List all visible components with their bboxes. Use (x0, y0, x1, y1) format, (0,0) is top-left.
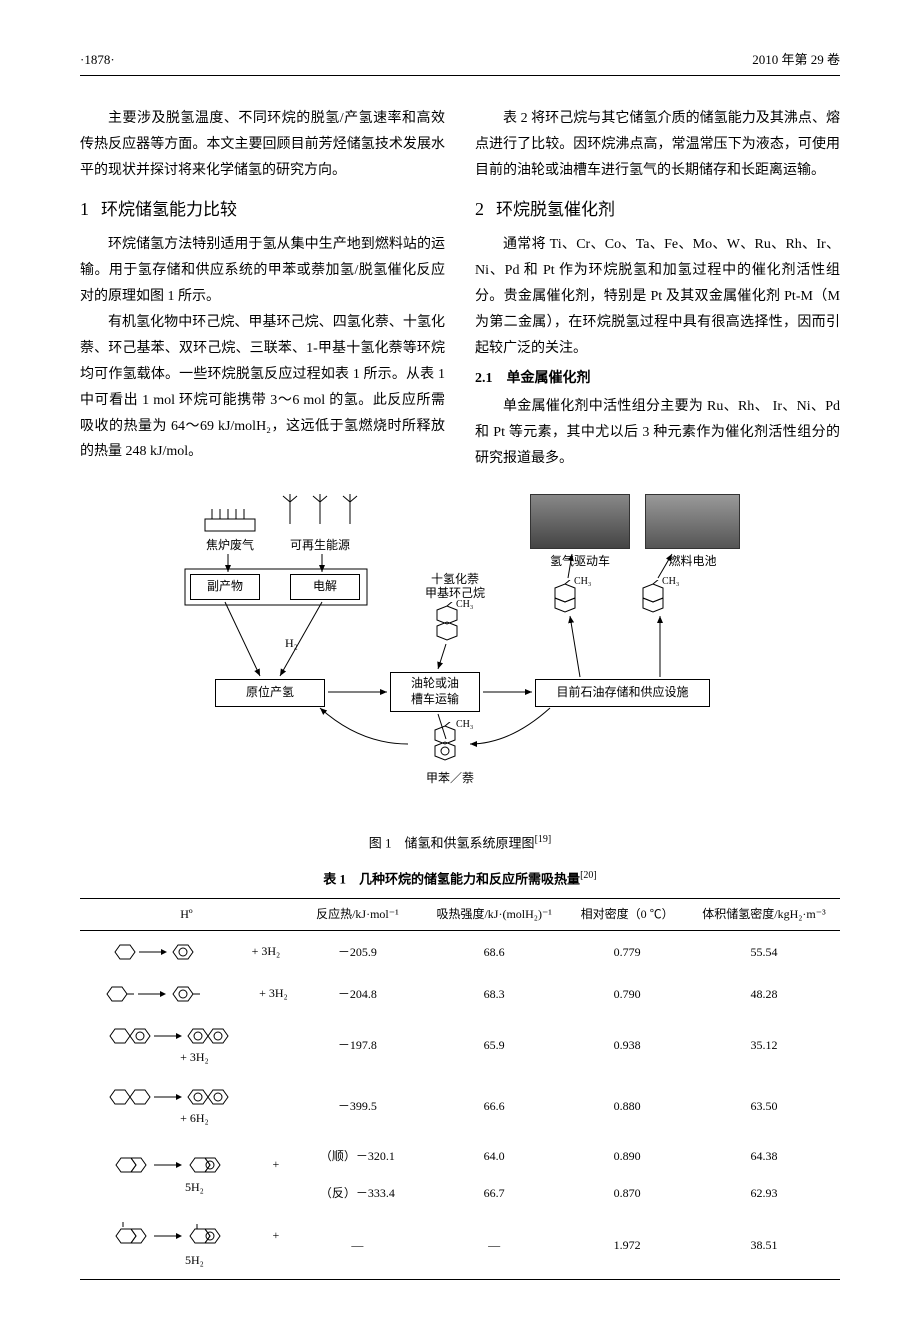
table-cell: 63.50 (688, 1076, 840, 1137)
reaction-cell: + 5H₂ (80, 1138, 293, 1212)
h2-products: + 3H₂ (259, 986, 288, 1000)
table-cell: 0.938 (566, 1015, 688, 1076)
figure-1: 焦炉废气 可再生能源 氢气驱动车 燃料电池 副产物 电解 十氢化萘 甲基环己烷 … (80, 494, 840, 854)
table-cell: 0.880 (566, 1076, 688, 1137)
table-col-1: 反应热/kJ·mol⁻¹ (293, 899, 422, 931)
subsection-2-1-number: 2.1 (475, 371, 493, 386)
figure-1-caption-text: 储氢和供氢系统原理图 (405, 835, 535, 850)
table-cell: 64.38 (688, 1138, 840, 1175)
table-col-4: 体积储氢密度/kgH₂·m⁻³ (688, 899, 840, 931)
table-row: + 3H₂ －205.9 68.6 0.779 55.54 (80, 931, 840, 974)
issue-info: 2010 年第 29 卷 (752, 50, 840, 71)
table-1-ref: [20] (580, 870, 597, 881)
table-row: + 3H₂ －197.8 65.9 0.938 35.12 (80, 1015, 840, 1076)
section-1-title: 1 环烷储氢能力比较 (80, 195, 445, 224)
table-col-2: 吸热强度/kJ·(molH₂)⁻¹ (422, 899, 566, 931)
section-1-text: 环烷储氢能力比较 (101, 200, 237, 219)
table-cell: （顺）－320.1 (293, 1138, 422, 1175)
page-number: ·1878· (80, 50, 115, 71)
table-cell: — (293, 1212, 422, 1280)
h2-products: + 3H₂ (180, 1050, 209, 1064)
reaction-cell: + 3H₂ (80, 931, 293, 974)
table-col-0: Hº (80, 899, 293, 931)
intro-paragraph-right: 表 2 将环己烷与其它储氢介质的储氢能力及其沸点、熔点进行了比较。因环烷沸点高，… (475, 106, 840, 184)
section-1-para-1: 环烷储氢方法特别适用于氢从集中生产地到燃料站的运输。用于氢存储和供应系统的甲苯或… (80, 232, 445, 310)
table-cell: －204.8 (293, 973, 422, 1015)
table-cell: －197.8 (293, 1015, 422, 1076)
table-cell: （反）－333.4 (293, 1175, 422, 1212)
table-cell: 38.51 (688, 1212, 840, 1280)
body-columns: 主要涉及脱氢温度、不同环烷的脱氢/产氢速率和高效传热反应器等方面。本文主要回顾目… (80, 106, 840, 472)
table-cell: 62.93 (688, 1175, 840, 1212)
figure-1-caption: 图 1 储氢和供氢系统原理图[19] (80, 832, 840, 854)
table-cell: 48.28 (688, 973, 840, 1015)
subsection-2-1-text: 单金属催化剂 (507, 371, 591, 386)
subsection-2-1-title: 2.1 单金属催化剂 (475, 368, 840, 390)
table-row: + 5H₂ （顺）－320.1 64.0 0.890 64.38 (80, 1138, 840, 1175)
h2-products: + 3H₂ (252, 944, 281, 958)
figure-1-prefix: 图 1 (369, 835, 392, 850)
table-1: Hº 反应热/kJ·mol⁻¹ 吸热强度/kJ·(molH₂)⁻¹ 相对密度（0… (80, 898, 840, 1280)
table-1-caption-text: 几种环烷的储氢能力和反应所需吸热量 (359, 871, 580, 886)
table-cell: — (422, 1212, 566, 1280)
figure-1-diagram: 焦炉废气 可再生能源 氢气驱动车 燃料电池 副产物 电解 十氢化萘 甲基环己烷 … (150, 494, 770, 824)
intro-paragraph-left: 主要涉及脱氢温度、不同环烷的脱氢/产氢速率和高效传热反应器等方面。本文主要回顾目… (80, 106, 445, 184)
table-1-caption: 表 1 几种环烷的储氢能力和反应所需吸热量[20] (80, 868, 840, 890)
section-2-title: 2 环烷脱氢催化剂 (475, 195, 840, 224)
table-cell: 0.890 (566, 1138, 688, 1175)
page-header: ·1878· 2010 年第 29 卷 (80, 50, 840, 76)
table-cell: 68.6 (422, 931, 566, 974)
table-cell: 65.9 (422, 1015, 566, 1076)
table-cell: 0.790 (566, 973, 688, 1015)
section-1-para-2: 有机氢化物中环己烷、甲基环己烷、四氢化萘、十氢化萘、环己基苯、双环己烷、三联苯、… (80, 310, 445, 465)
right-column: 表 2 将环己烷与其它储氢介质的储氢能力及其沸点、熔点进行了比较。因环烷沸点高，… (475, 106, 840, 472)
table-row: + 5H₂ — — 1.972 38.51 (80, 1212, 840, 1280)
table-row: + 6H₂ －399.5 66.6 0.880 63.50 (80, 1076, 840, 1137)
reaction-cell: + 3H₂ (80, 973, 293, 1015)
table-header-row: Hº 反应热/kJ·mol⁻¹ 吸热强度/kJ·(molH₂)⁻¹ 相对密度（0… (80, 899, 840, 931)
subsection-2-1-para: 单金属催化剂中活性组分主要为 Ru、Rh、 Ir、Ni、Pd 和 Pt 等元素，… (475, 394, 840, 472)
reaction-cell: + 3H₂ (80, 1015, 293, 1076)
left-column: 主要涉及脱氢温度、不同环烷的脱氢/产氢速率和高效传热反应器等方面。本文主要回顾目… (80, 106, 445, 472)
table-cell: 66.6 (422, 1076, 566, 1137)
table-cell: 66.7 (422, 1175, 566, 1212)
table-1-prefix: 表 1 (323, 871, 346, 886)
table-cell: 1.972 (566, 1212, 688, 1280)
section-1-number: 1 (80, 199, 89, 219)
table-cell: 68.3 (422, 973, 566, 1015)
section-2-number: 2 (475, 199, 484, 219)
table-cell: －399.5 (293, 1076, 422, 1137)
section-2-text: 环烷脱氢催化剂 (496, 200, 615, 219)
table-cell: 55.54 (688, 931, 840, 974)
arrows-layer (150, 494, 770, 794)
table-cell: 0.779 (566, 931, 688, 974)
figure-1-ref: [19] (535, 834, 552, 845)
table-cell: 35.12 (688, 1015, 840, 1076)
table-cell: 0.870 (566, 1175, 688, 1212)
table-cell: 64.0 (422, 1138, 566, 1175)
table-cell: －205.9 (293, 931, 422, 974)
reaction-cell: + 5H₂ (80, 1212, 293, 1280)
table-col-3: 相对密度（0 ℃） (566, 899, 688, 931)
reaction-cell: + 6H₂ (80, 1076, 293, 1137)
section-2-para-1: 通常将 Ti、Cr、Co、Ta、Fe、Mo、W、Ru、Rh、Ir、Ni、Pd 和… (475, 232, 840, 361)
h2-products: + 6H₂ (180, 1111, 209, 1125)
table-row: + 3H₂ －204.8 68.3 0.790 48.28 (80, 973, 840, 1015)
